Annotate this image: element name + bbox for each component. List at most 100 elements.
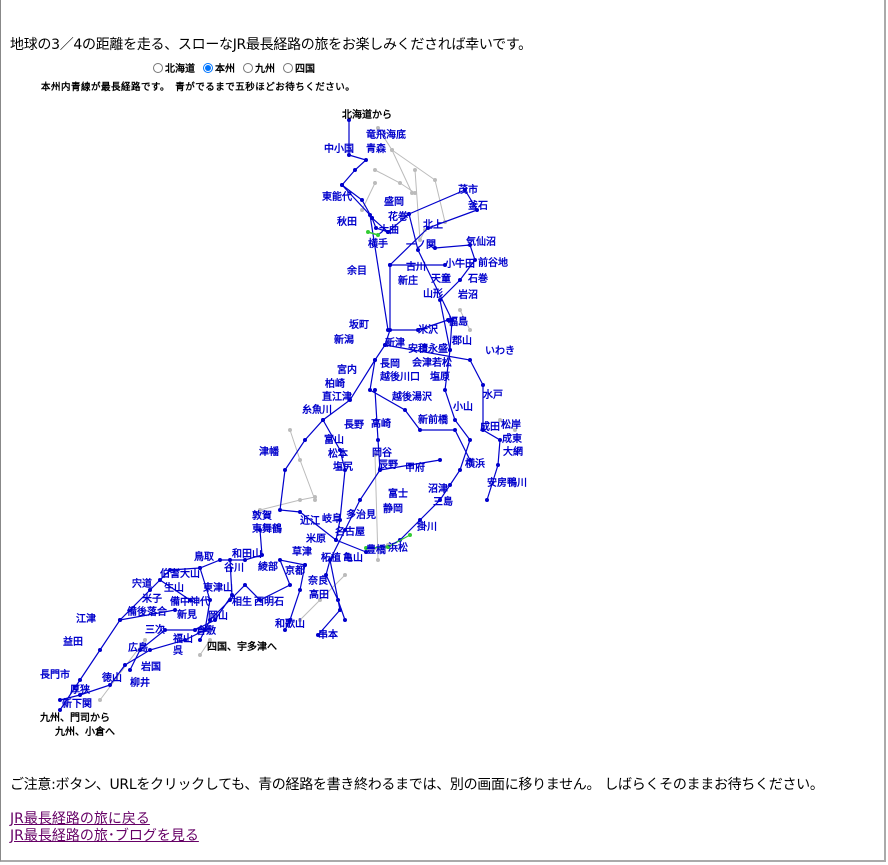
station-node [343,573,347,577]
station-node [443,263,447,267]
radio-input[interactable] [153,62,163,73]
station-node [376,438,380,442]
station-label: 岩国 [140,660,161,673]
station-node [303,438,307,442]
station-label: 徳山 [101,671,122,684]
station-node [373,181,377,185]
station-label: 新下関 [62,697,92,710]
station-label: 高崎 [371,417,391,430]
station-node [423,228,427,232]
other-line [99,639,146,701]
back-link[interactable]: JR最長経路の旅に戻る [10,811,150,827]
station-node [448,348,452,352]
station-label: 宍道 [132,577,152,590]
station-node [453,428,457,432]
station-node [358,498,362,502]
station-node [386,328,390,332]
station-node [443,388,447,392]
station-label: 広島 [128,641,148,654]
radio-kyushu[interactable]: 九州 [243,60,275,75]
station-label: 鳥取 [194,550,215,563]
station-label: 新潟 [334,333,354,346]
station-label: 米沢 [418,323,439,336]
station-label: 新見 [177,608,197,621]
station-label: 一ノ関 [406,239,436,251]
station-node [418,428,422,432]
station-label: 青森 [366,142,387,155]
radio-input[interactable] [243,62,253,73]
station-node [418,238,422,242]
station-label: 柘植 [320,551,341,564]
station-node [258,508,262,512]
station-label: 奈良 [307,574,328,587]
station-label: 松岸 [501,418,521,431]
station-node [426,226,430,230]
station-label: 掛川 [417,520,437,533]
radio-input[interactable] [203,62,213,73]
station-label: 越後川口 [379,370,420,383]
other-line [365,544,389,553]
other-line [289,429,316,501]
station-node [347,118,351,122]
station-node [448,483,452,487]
station-node [78,693,82,697]
station-label: 串本 [318,628,339,641]
station-node [498,418,502,422]
station-node [321,418,325,422]
station-node [364,546,368,550]
radio-honshu[interactable]: 本州 [203,60,235,75]
station-label: 前谷地 [478,256,508,269]
station-node [513,428,517,432]
station-node [386,230,390,234]
station-node [458,278,462,282]
station-node [298,458,302,462]
station-label: 長門市 [40,668,70,681]
station-node [370,216,374,220]
station-label: 綾部 [258,560,278,573]
station-label: 大網 [503,445,523,458]
station-node [343,468,347,472]
station-label: 水戸 [482,388,503,401]
station-label: 成田 [480,420,500,433]
station-label: 宮内 [337,363,357,376]
station-label: 郡山 [451,334,472,347]
radio-input[interactable] [283,62,293,73]
station-label: 津幡 [259,445,280,458]
station-label: 厚狭 [70,683,90,696]
station-label: 静岡 [383,502,403,515]
station-node [173,608,177,612]
station-node [463,188,467,192]
station-node [453,418,457,422]
station-node [418,518,422,522]
station-node [475,208,479,212]
station-label: 亀山 [343,551,363,564]
station-node [347,153,351,157]
station-label: 沼津 [428,482,448,495]
station-node [403,408,407,412]
radio-hokkaido[interactable]: 北海道 [153,60,195,75]
caution-text: ご注意:ボタン、URLをクリックしても、青の経路を書き終わるまでは、別の画面に移… [10,777,824,793]
radio-shikoku[interactable]: 四国 [283,60,315,75]
station-label: 東舞鶴 [252,522,282,535]
station-label: 名古屋 [335,525,365,538]
station-label: 岡谷 [372,446,393,459]
station-label: 天童 [431,272,451,285]
blog-link[interactable]: JR最長経路の旅･ブログを見る [10,828,199,844]
station-node [208,638,212,642]
station-label: 長野 [344,419,364,431]
station-node [143,638,147,642]
station-node [243,558,247,562]
station-node [407,212,411,216]
station-label: 東能代 [322,190,352,203]
station-node [288,583,292,587]
station-node [481,428,485,432]
station-node [158,578,162,582]
station-node [324,573,328,577]
station-node [98,698,102,702]
station-label: 古川 [406,260,426,273]
station-node [390,148,394,152]
station-node [208,618,212,622]
station-node [438,458,442,462]
station-node [118,618,122,622]
